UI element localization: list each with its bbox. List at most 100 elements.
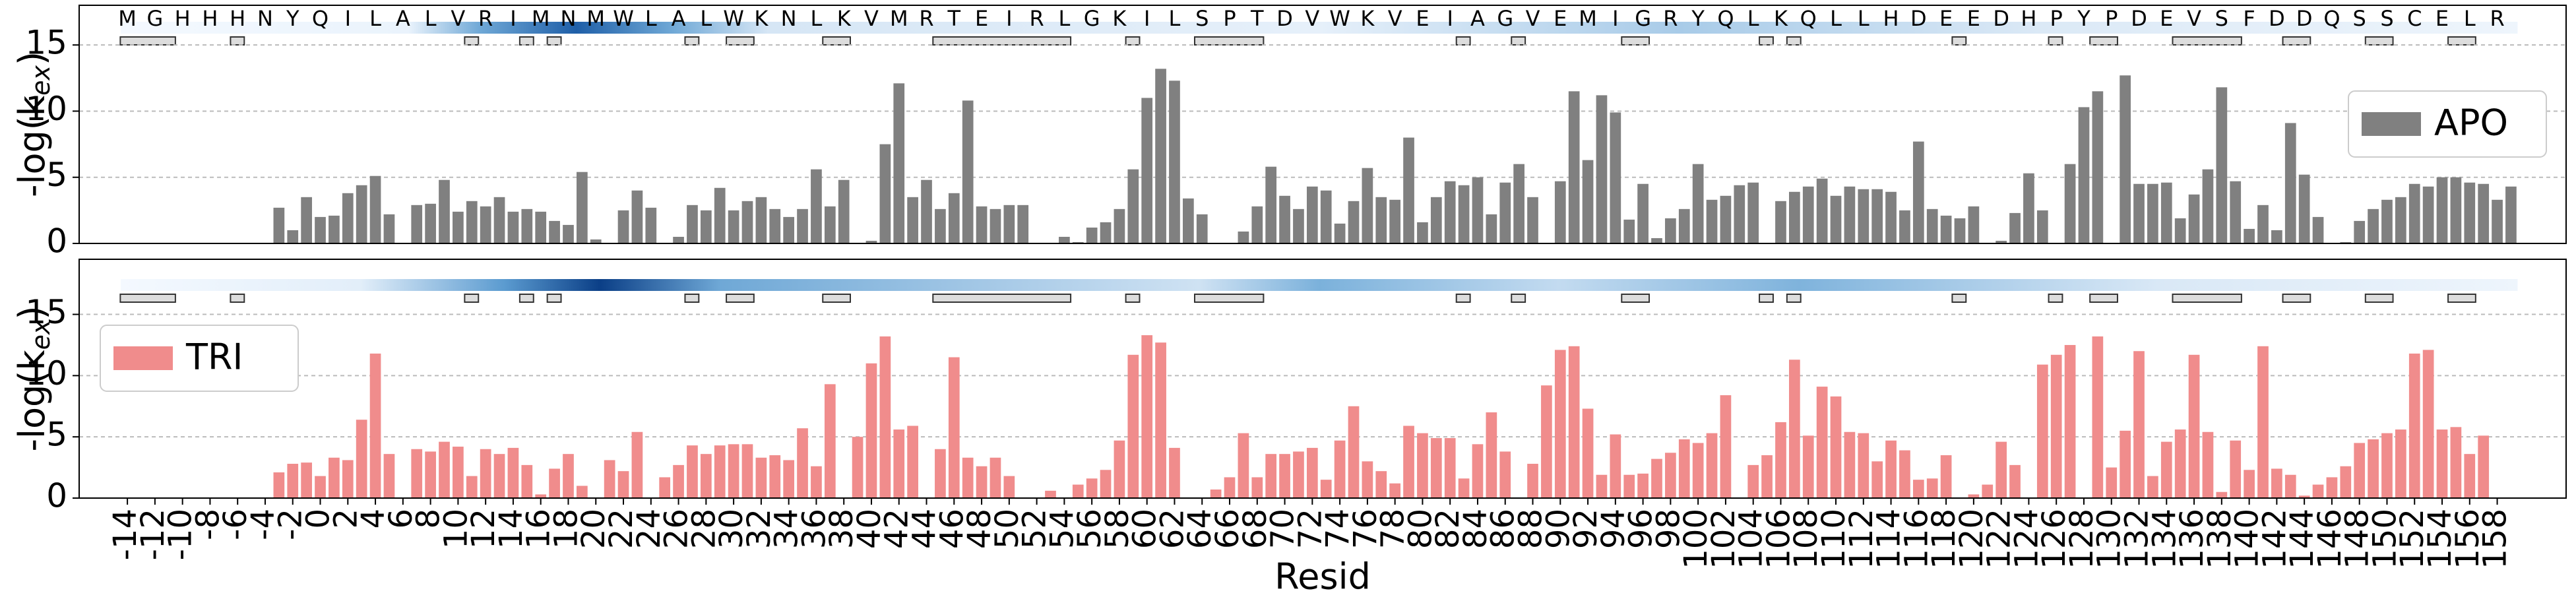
bar [1389,483,1401,498]
bar [2505,186,2517,243]
bar [1885,191,1897,243]
bar [1472,177,1484,243]
bar [1858,189,1869,243]
bar [2174,429,2186,498]
sequence-letter: E [975,6,988,31]
bar [2326,477,2338,498]
bar [1114,440,1125,498]
y-label-sub: ex [26,319,55,350]
bar [604,460,615,498]
bar [1651,237,1662,243]
bar [838,179,850,243]
bar [865,240,877,243]
bar [1045,490,1056,498]
bar [2147,183,2158,243]
sequence-letter: L [1058,6,1070,31]
bar [865,363,877,498]
structure-box [1455,36,1471,46]
bar [480,449,491,498]
x-tick-label: 102 [1705,509,1742,569]
x-tick-label: 112 [1843,509,1880,569]
sequence-letter: K [754,6,769,31]
bar [1802,186,1814,243]
structure-box [119,294,176,303]
bar [1940,215,1952,243]
structure-box [2364,294,2394,303]
structure-box [726,36,755,46]
structure-box [1786,36,1802,46]
sequence-letter: D [1910,6,1927,31]
bar [687,205,698,243]
bar [1362,168,1373,243]
bar [893,83,905,243]
x-tick-label: -8 [189,509,226,540]
bar [273,207,285,243]
bar [2436,177,2448,243]
sequence-letter: W [723,6,744,31]
x-tick-label: -2 [272,509,309,540]
bar [1499,451,1511,498]
structure-box [2447,36,2476,46]
bar [1320,190,1332,243]
x-tick-label: 120 [1953,509,1990,569]
bar [2257,205,2269,243]
sequence-letter: R [1663,6,1678,31]
bar [439,179,450,243]
x-tick-label: 68 [1237,509,1274,549]
structure-box [2089,36,2118,46]
x-tick-label: 134 [2146,509,2183,569]
bar [1100,470,1112,498]
structure-box [518,294,534,303]
sequence-letter: M [1579,6,1597,31]
bar [549,220,560,243]
bar [1954,218,1966,243]
bar [1720,395,1732,498]
sequence-letter: N [560,6,576,31]
bar [879,336,891,498]
bar [769,455,781,498]
sequence-letter: E [2160,6,2173,31]
bar [1251,206,1263,243]
sequence-letter: L [645,6,657,31]
bar [2298,174,2310,243]
bar [1127,169,1139,243]
bar [1114,208,1125,243]
bar [2174,218,2186,243]
bar [329,457,340,498]
sequence-letter: G [1635,6,1651,31]
x-tick-label: 60 [1127,509,1164,549]
x-tick-label: 44 [906,509,943,549]
sequence-letter: V [1305,6,1319,31]
bar [631,190,643,243]
bar [2422,350,2434,498]
structure-box [2282,36,2311,46]
bar [1789,360,1800,498]
bar [1816,387,1828,498]
bar [962,100,974,243]
bar [2450,177,2462,243]
sequence-letter: Y [2077,6,2090,31]
bar [356,420,367,498]
sequence-letter: M [890,6,908,31]
bar [521,464,533,498]
bar [2478,435,2490,498]
bar [811,466,822,498]
bar [1940,455,1952,498]
structure-box [546,294,562,303]
sequence-letter: S [1195,6,1209,31]
sequence-letter: D [2269,6,2285,31]
bar [976,206,988,243]
bar [2340,466,2352,498]
y-tick-label: 10 [25,90,67,128]
sequence-letter: I [1144,6,1150,31]
bar [2368,439,2379,498]
x-tick-label: 124 [2008,509,2045,569]
bar [811,169,822,243]
bar [2092,91,2104,243]
bar [1995,441,2007,498]
y-axis-label: -log(kex) [11,51,55,197]
structure-box [464,294,480,303]
sequence-letter: D [2296,6,2313,31]
structure-box [464,36,480,46]
bar [2395,429,2406,498]
